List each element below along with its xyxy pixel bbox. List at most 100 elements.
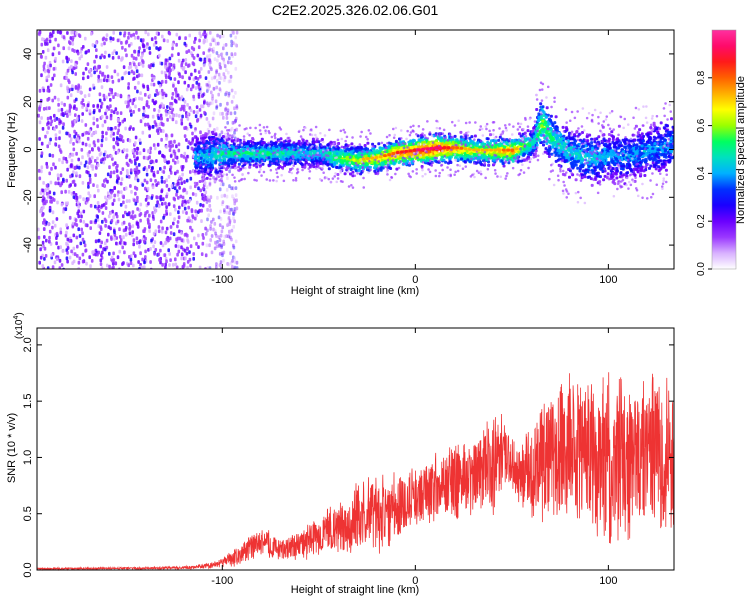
heat-cell bbox=[185, 50, 188, 54]
heat-cell bbox=[180, 63, 183, 68]
heat-cell bbox=[107, 92, 111, 97]
heat-cell bbox=[59, 227, 62, 232]
heat-cell bbox=[214, 41, 218, 46]
heat-cell bbox=[133, 214, 137, 219]
heat-cell bbox=[84, 67, 88, 71]
heat-cell bbox=[99, 262, 103, 266]
heat-cell bbox=[158, 127, 161, 131]
heat-cell bbox=[197, 85, 201, 90]
heat-cell bbox=[184, 70, 187, 75]
heat-cell bbox=[181, 172, 184, 177]
heat-cell bbox=[75, 31, 78, 35]
heat-cell bbox=[177, 196, 180, 200]
heat-cell bbox=[177, 244, 180, 249]
heat-cell bbox=[77, 83, 80, 88]
heat-cell bbox=[115, 236, 118, 240]
heat-cell bbox=[65, 75, 68, 80]
heat-cell bbox=[119, 181, 123, 186]
heat-cell bbox=[230, 228, 234, 233]
heat-cell bbox=[113, 69, 117, 74]
heat-cell bbox=[53, 73, 56, 78]
heat-cell bbox=[65, 223, 68, 228]
heat-cell bbox=[73, 119, 77, 124]
heat-cell bbox=[54, 142, 57, 146]
heat-cell bbox=[52, 162, 55, 167]
heat-cell bbox=[197, 233, 200, 238]
heat-cell bbox=[54, 165, 57, 170]
heat-cell bbox=[171, 263, 175, 267]
heat-cell bbox=[175, 120, 178, 125]
heat-cell bbox=[190, 219, 194, 224]
heat-cell bbox=[283, 164, 287, 168]
heat-cell bbox=[158, 53, 161, 58]
heat-cell bbox=[232, 30, 235, 35]
heat-cell bbox=[228, 211, 231, 216]
heat-cell bbox=[213, 221, 217, 226]
heat-cell bbox=[100, 143, 103, 148]
heat-cell bbox=[85, 261, 88, 266]
heat-cell bbox=[170, 133, 174, 138]
heat-cell bbox=[165, 112, 168, 117]
heat-cell bbox=[111, 202, 115, 206]
heat-cell bbox=[44, 69, 47, 74]
heat-cell bbox=[74, 218, 78, 223]
heat-cell bbox=[192, 252, 195, 256]
heat-cell bbox=[149, 159, 153, 164]
heat-cell bbox=[76, 211, 79, 216]
heat-cell bbox=[169, 231, 173, 235]
heat-cell bbox=[108, 195, 111, 200]
heat-cell bbox=[188, 250, 191, 254]
heat-cell bbox=[98, 92, 102, 97]
heat-cell bbox=[210, 76, 214, 81]
heat-cell bbox=[59, 230, 63, 235]
heat-cell bbox=[174, 262, 178, 267]
heat-cell bbox=[92, 121, 96, 126]
heat-cell bbox=[165, 75, 168, 80]
heat-cell bbox=[110, 190, 113, 195]
heat-cell bbox=[199, 188, 202, 193]
heat-cell bbox=[75, 195, 79, 200]
heat-cell bbox=[42, 181, 45, 185]
heat-cell bbox=[231, 259, 234, 263]
heat-cell bbox=[142, 112, 145, 117]
heat-cell bbox=[180, 231, 183, 235]
heat-cell bbox=[183, 180, 186, 184]
heat-cell bbox=[213, 246, 217, 251]
heat-cell bbox=[57, 176, 60, 181]
heat-cell bbox=[97, 188, 100, 193]
heat-cell bbox=[155, 203, 158, 208]
heat-cell bbox=[208, 58, 212, 63]
heat-cell bbox=[153, 252, 156, 256]
heat-cell bbox=[161, 95, 165, 100]
heat-cell bbox=[51, 98, 54, 103]
heat-cell bbox=[211, 100, 214, 105]
heat-cell bbox=[528, 132, 532, 136]
heat-cell bbox=[112, 265, 115, 269]
heat-cell bbox=[142, 38, 145, 42]
heat-cell bbox=[104, 50, 107, 55]
heat-cell bbox=[48, 39, 52, 44]
heat-cell bbox=[180, 153, 183, 158]
heat-cell bbox=[172, 204, 176, 208]
heat-cell bbox=[160, 70, 164, 75]
heat-cell bbox=[81, 112, 84, 116]
heat-cell bbox=[71, 84, 74, 88]
heat-cell bbox=[76, 51, 80, 56]
heat-cell bbox=[114, 92, 117, 97]
heat-cell bbox=[659, 134, 663, 138]
heat-cell bbox=[130, 42, 133, 46]
heat-cell bbox=[234, 119, 237, 123]
heat-cell bbox=[173, 186, 177, 191]
heat-cell bbox=[606, 172, 610, 176]
heat-cell bbox=[86, 136, 90, 141]
heat-cell bbox=[146, 42, 149, 47]
heat-cell bbox=[122, 261, 125, 265]
heat-cell bbox=[222, 72, 226, 77]
heat-cell bbox=[47, 85, 50, 90]
heat-cell bbox=[165, 137, 168, 141]
heat-cell bbox=[175, 32, 179, 37]
heat-cell bbox=[92, 110, 96, 115]
heat-cell bbox=[179, 194, 183, 199]
heat-cell bbox=[169, 258, 172, 262]
